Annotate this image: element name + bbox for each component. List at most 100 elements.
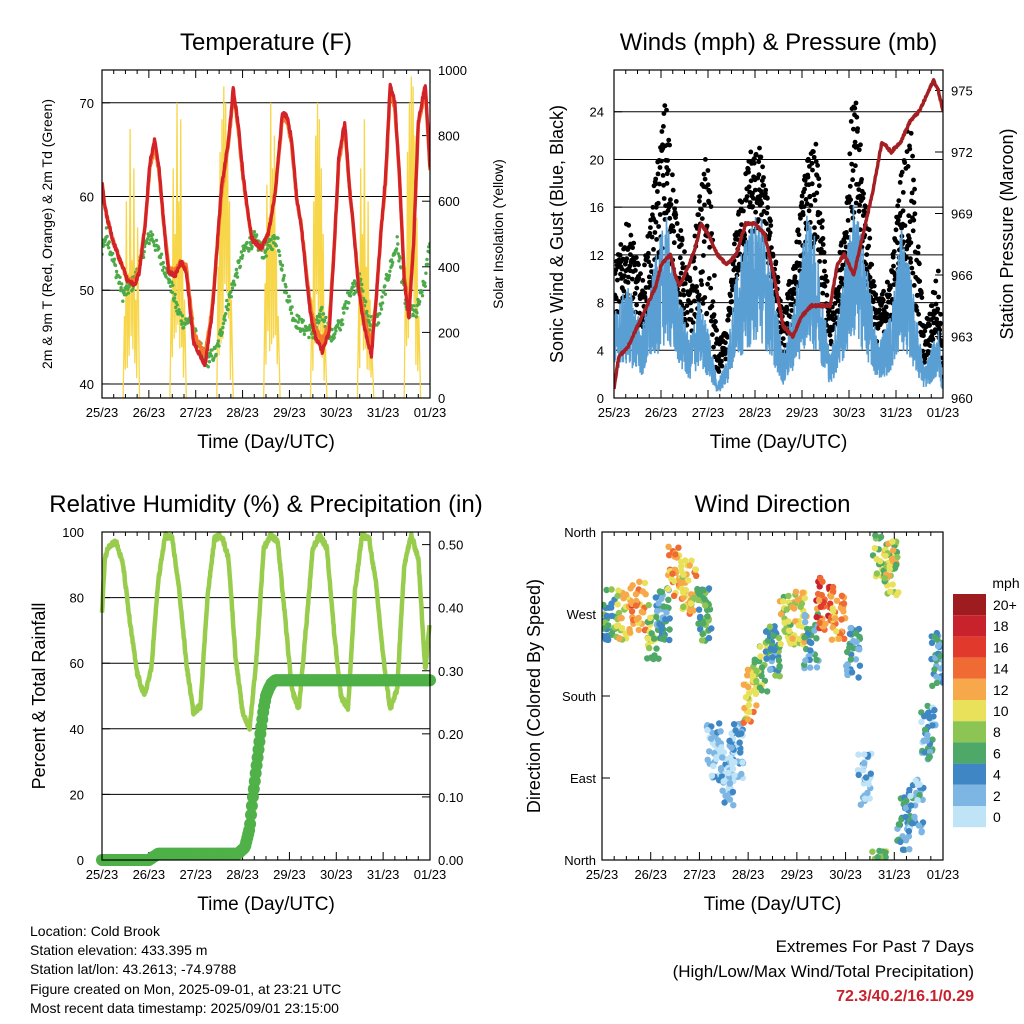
direction-point <box>744 666 752 673</box>
direction-point <box>840 608 847 615</box>
gust-point <box>700 269 705 275</box>
gust-point <box>822 283 828 289</box>
gust-point <box>678 228 684 233</box>
gust-point <box>649 234 655 240</box>
legend-swatch <box>953 806 986 828</box>
x-tick-label: 31/23 <box>367 867 400 882</box>
dewpoint-point <box>383 284 387 288</box>
dewpoint-point <box>360 282 364 287</box>
legend-label: 0 <box>993 809 1001 825</box>
dewpoint-point <box>107 240 112 244</box>
gust-point <box>849 161 855 167</box>
direction-point <box>622 591 630 598</box>
gust-point <box>621 288 627 294</box>
gust-point <box>682 281 688 286</box>
dewpoint-point <box>161 268 165 272</box>
gust-point <box>927 322 932 328</box>
dewpoint-point <box>254 233 259 237</box>
direction-point <box>785 618 792 625</box>
direction-point <box>615 587 622 594</box>
gust-point <box>860 195 866 201</box>
dewpoint-point <box>221 321 226 326</box>
gust-point <box>630 245 635 251</box>
gust-point <box>856 147 862 153</box>
direction-point <box>698 637 706 644</box>
dewpoint-point <box>420 290 424 294</box>
direction-point <box>705 585 713 592</box>
y-tick-label: 16 <box>590 200 604 215</box>
gust-point <box>759 212 764 218</box>
gust-point <box>929 303 935 309</box>
gust-point <box>618 242 624 247</box>
direction-point <box>876 847 883 855</box>
dewpoint-point <box>217 344 221 348</box>
direction-point <box>847 625 854 632</box>
gust-point <box>646 259 652 265</box>
legend-label: 16 <box>993 639 1009 655</box>
gust-point <box>780 336 786 341</box>
gust-point <box>653 176 659 182</box>
direction-point <box>605 604 612 611</box>
gust-point <box>899 225 904 231</box>
gust-point <box>708 318 714 324</box>
gust-point <box>906 213 912 219</box>
direction-point <box>766 623 774 630</box>
direction-point <box>719 787 726 794</box>
direction-point <box>882 552 889 560</box>
gust-point <box>752 187 758 193</box>
direction-point <box>686 562 693 569</box>
direction-point <box>841 635 848 642</box>
dewpoint-point <box>280 268 284 272</box>
precip-point <box>245 799 258 812</box>
gust-point <box>805 174 811 180</box>
direction-point <box>632 591 640 598</box>
gust-point <box>815 163 820 168</box>
gust-point <box>796 239 802 245</box>
gust-point <box>694 284 699 289</box>
gust-point <box>806 208 812 214</box>
gust-point <box>687 290 693 296</box>
direction-point <box>894 554 901 561</box>
x-tick-label: 25/23 <box>86 405 119 420</box>
gust-point <box>666 137 672 143</box>
gust-point <box>919 290 924 296</box>
direction-point <box>665 596 672 603</box>
direction-point <box>915 822 923 829</box>
dewpoint-point <box>365 309 369 314</box>
direction-point <box>713 754 720 761</box>
direction-point <box>770 632 777 640</box>
gust-point <box>697 198 702 204</box>
direction-point <box>636 578 643 585</box>
dewpoint-point <box>320 305 324 310</box>
x-tick-label: 25/23 <box>586 867 619 882</box>
gust-point <box>666 167 671 173</box>
dewpoint-point <box>311 336 315 340</box>
y2-tick-label: 0.10 <box>438 790 463 805</box>
dewpoint-point <box>112 260 116 264</box>
gust-point <box>799 193 805 199</box>
dewpoint-point <box>162 265 166 269</box>
dewpoint-point <box>411 313 416 318</box>
direction-point <box>740 681 747 688</box>
dewpoint-point <box>399 266 403 270</box>
x-tick-label: 01/23 <box>927 405 960 420</box>
dewpoint-point <box>152 240 156 244</box>
panel-1: Winds (mph) & Pressure (mb) 25/23 26/23 27/… <box>547 29 1017 453</box>
gust-point <box>711 344 716 350</box>
gust-point <box>661 196 667 201</box>
gust-point <box>671 240 677 246</box>
direction-point <box>680 571 687 578</box>
gust-point <box>811 149 816 155</box>
station-latlon: Station lat/lon: 43.2613; -74.9788 <box>30 961 237 978</box>
direction-point <box>864 789 871 797</box>
gust-point <box>818 246 824 252</box>
direction-point <box>708 625 715 632</box>
dewpoint-point <box>282 273 286 278</box>
gust-point <box>678 270 684 276</box>
gust-point <box>687 278 693 284</box>
dewpoint-point <box>342 311 346 315</box>
dewpoint-point <box>293 319 298 323</box>
gust-point <box>795 227 801 233</box>
direction-point <box>861 751 868 758</box>
gust-point <box>642 290 648 296</box>
